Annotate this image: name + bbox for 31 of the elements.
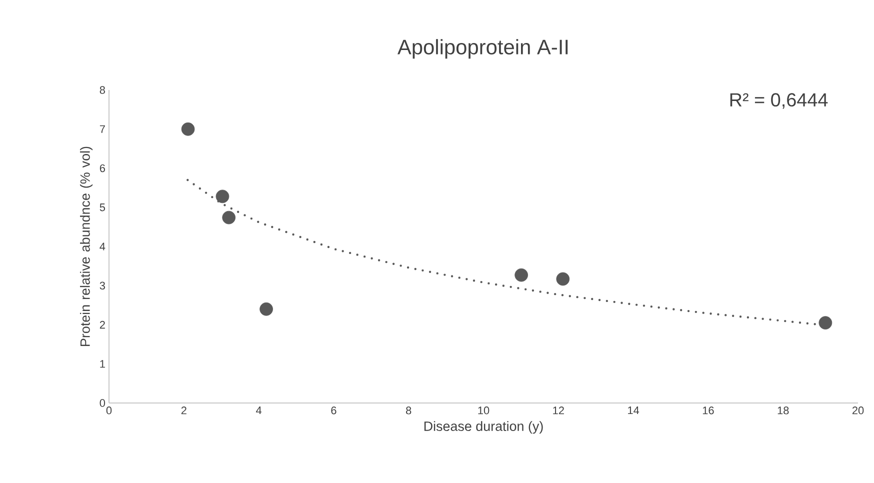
- point: [556, 272, 570, 286]
- y-tick-label: 5: [100, 204, 106, 212]
- x-axis-title: Disease duration (y): [424, 421, 543, 434]
- x-tick-label: 18: [778, 406, 789, 414]
- annotation: R² = 0,6444: [730, 93, 828, 109]
- y-tick-label: 4: [100, 242, 106, 250]
- x-tick-label: 2: [181, 406, 186, 414]
- y-tick-label: 2: [100, 320, 105, 329]
- y-tick-label: 3: [100, 282, 105, 290]
- y-tick-label: 6: [100, 164, 105, 172]
- point: [818, 316, 832, 330]
- x-tick-label: 10: [478, 406, 490, 414]
- point: [260, 302, 273, 316]
- point: [216, 190, 230, 204]
- point: [222, 210, 236, 224]
- y-tick-label: 0: [100, 399, 106, 407]
- point: [514, 268, 528, 282]
- point: [181, 122, 195, 136]
- x-tick-label: 12: [553, 406, 564, 414]
- x-tick-label: 16: [702, 406, 714, 414]
- x-tick-label: 4: [256, 406, 262, 414]
- y-axis-title: Protein relative abundnce (% vol): [80, 146, 93, 346]
- chart-title: Apolipoprotein A-II: [397, 39, 568, 59]
- y-tick-label: 7: [100, 125, 105, 133]
- y-tick-label: 1: [100, 360, 105, 368]
- y-tick-label: 8: [100, 86, 105, 94]
- x-tick-label: 6: [331, 406, 336, 414]
- x-tick-label: 0: [106, 406, 112, 414]
- x-tick-label: 8: [406, 406, 412, 414]
- x-tick-label: 14: [628, 406, 640, 414]
- x-tick-label: 20: [852, 406, 864, 414]
